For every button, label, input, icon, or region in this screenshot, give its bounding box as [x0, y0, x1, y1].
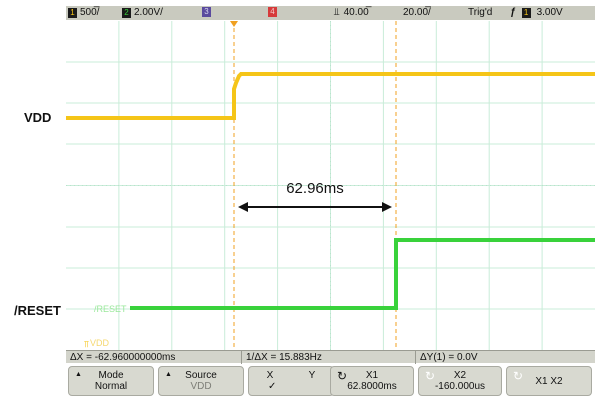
interval-arrow-left-head [238, 202, 248, 212]
delta-x-readout: ΔX = -62.960000000ms [66, 351, 242, 364]
waveform-display[interactable]: /RESET VDD ⫪ 62.96ms [66, 21, 595, 350]
mode-softkey[interactable]: ▲ Mode Normal [68, 366, 154, 396]
channel-1-scale: 500̅/ [80, 7, 100, 18]
time-delay-value: 40.00̅ [343, 7, 369, 18]
timebase-scale[interactable]: 20.00̅/ [403, 7, 431, 18]
vdd-trace [66, 72, 595, 120]
inverse-delta-x-readout: 1/ΔX = 15.883Hz [242, 351, 416, 364]
x1-softkey-label: X1 [365, 370, 379, 381]
channel-2-scale: 2.00V/ [134, 7, 163, 18]
trigger-source-icon: 1 [521, 7, 531, 18]
channel-2-setting[interactable]: 2 2.00V/ [122, 7, 163, 18]
source-arrow-icon: ▲ [165, 371, 172, 378]
y-option-label: Y [308, 370, 316, 381]
graticule-minor [66, 21, 595, 350]
reset-trace [130, 238, 595, 310]
trigger-setting[interactable]: ƒ 1 3.00V [510, 7, 563, 18]
x2-knob-icon: ↻ [425, 369, 436, 383]
interval-arrow-right-head [382, 202, 392, 212]
x1x2-knob-icon: ↻ [513, 369, 524, 383]
mode-softkey-label: Mode [98, 370, 124, 381]
channel-1-icon: 1 [68, 7, 77, 18]
source-softkey-value: VDD [190, 381, 212, 392]
measurement-bar: ΔX = -62.960000000ms 1/ΔX = 15.883Hz ΔY(… [66, 350, 595, 364]
trigger-delay-icon: ⫫ [334, 7, 340, 18]
x-selected-check-icon: ✓ [268, 381, 277, 392]
mode-softkey-value: Normal [94, 381, 128, 392]
x1-softkey[interactable]: ↻ X1 62.8000ms [330, 366, 414, 396]
trigger-delay[interactable]: ⫫ 40.00̅ [334, 7, 369, 18]
trigger-level-value: 3.00V [536, 7, 563, 18]
trigger-status: Trig'd [468, 7, 492, 18]
x2-softkey[interactable]: ↻ X2 -160.000us [418, 366, 502, 396]
x1x2-softkey[interactable]: ↻ X1 X2 [506, 366, 592, 396]
vdd-label: VDD [24, 110, 52, 125]
channel-4-icon: 4 [268, 7, 277, 17]
channel-2-icon: 2 [122, 7, 131, 18]
x1-softkey-value: 62.8000ms [347, 381, 397, 392]
mode-arrow-icon: ▲ [75, 371, 82, 378]
time-scale-value: 20.00̅/ [403, 7, 431, 18]
reset-label: /RESET [14, 303, 61, 318]
trigger-status-text: Trig'd [468, 7, 493, 18]
channel-4-setting[interactable]: 4 [268, 7, 280, 17]
softkey-bar: ▲ Mode Normal ▲ Source VDD X Y ✓ ↻ X1 62… [66, 364, 595, 400]
x1-knob-icon: ↻ [337, 369, 348, 383]
xy-softkey[interactable]: X Y ✓ [248, 366, 334, 396]
source-softkey[interactable]: ▲ Source VDD [158, 366, 244, 396]
vdd-trace-tag: VDD [90, 338, 110, 348]
waveform-svg: /RESET VDD ⫪ 62.96ms [66, 21, 595, 350]
channel-1-setting[interactable]: 1 500̅/ [68, 7, 99, 18]
x2-softkey-label: X2 [453, 370, 467, 381]
reset-trace-tag: /RESET [94, 304, 127, 314]
channel-3-icon: 3 [202, 7, 211, 17]
vdd-ground-marker: ⫪ [84, 339, 90, 349]
channel-3-setting[interactable]: 3 [202, 7, 214, 17]
xy-softkey-labels: X Y [249, 370, 333, 381]
trigger-edge-icon: ƒ [510, 7, 516, 18]
interval-label: 62.96ms [286, 180, 344, 197]
delta-y-readout: ΔY(1) = 0.0V [420, 352, 478, 363]
x-option-label: X [266, 370, 274, 381]
source-softkey-label: Source [185, 370, 217, 381]
x2-softkey-value: -160.000us [434, 381, 486, 392]
status-bar: 1 500̅/ 2 2.00V/ 3 4 ⫫ 40.00̅ 20.00̅/ Tr… [66, 6, 595, 20]
x1x2-softkey-label: X1 X2 [535, 376, 563, 387]
